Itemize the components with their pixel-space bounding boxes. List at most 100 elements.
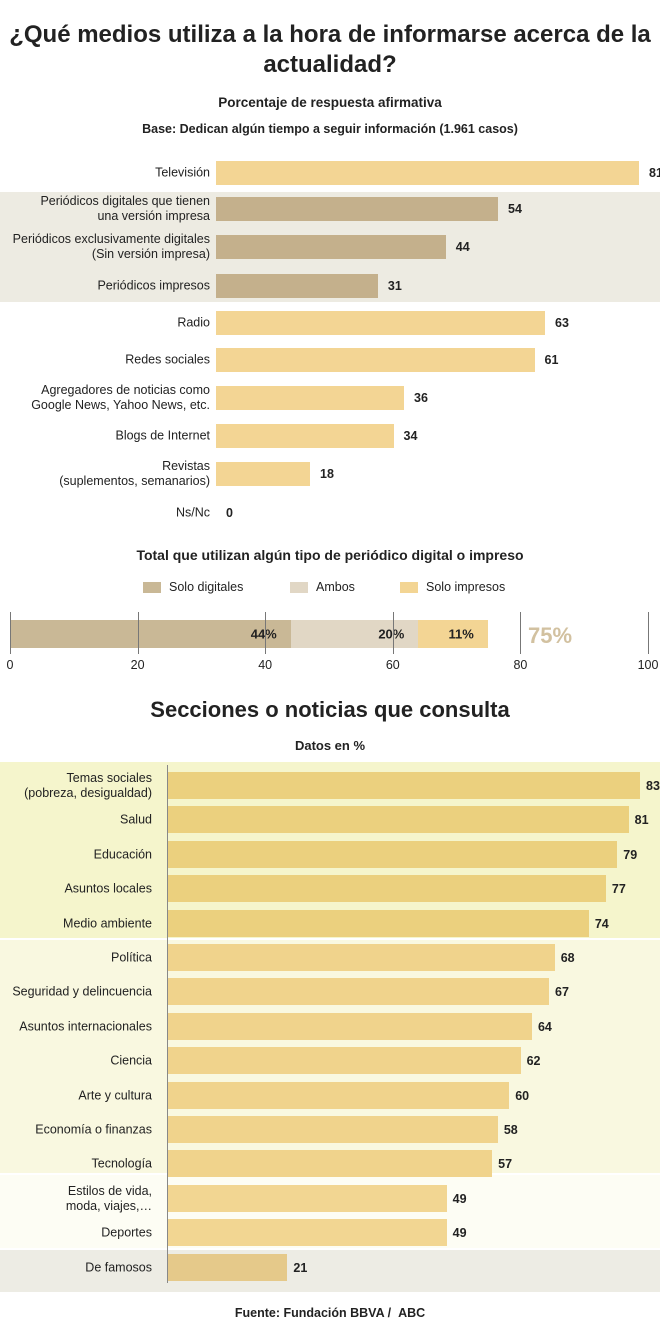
category-label: Deportes (101, 1225, 152, 1240)
bar (168, 978, 549, 1006)
value-label: 21 (293, 1260, 308, 1275)
bar (168, 1081, 510, 1109)
bar (168, 909, 589, 937)
sections-title: Secciones o noticias que consulta (150, 697, 510, 722)
value-label: 18 (320, 467, 334, 481)
value-label: 63 (555, 316, 569, 330)
base-note: Base: Dedican algún tiempo a seguir info… (142, 122, 518, 136)
source-label: Fuente: (234, 1306, 280, 1320)
bar (216, 274, 378, 298)
category-label: Medio ambiente (63, 916, 152, 931)
legend-label: Ambos (316, 580, 355, 594)
stacked-segment (290, 620, 419, 648)
value-label: 68 (560, 951, 575, 965)
tick-label: 60 (385, 658, 400, 672)
value-label: 34 (403, 429, 418, 443)
legend-label: Solo digitales (169, 580, 244, 594)
source: Fundación BBVA / (283, 1306, 392, 1320)
bar (216, 311, 545, 335)
bar (216, 348, 535, 372)
stacked-segment (10, 620, 291, 648)
bar (168, 1047, 521, 1075)
value-label: 77 (611, 882, 626, 897)
value-label: 81 (634, 813, 649, 828)
category-label: Seguridad y delincuencia (12, 984, 152, 999)
bar (168, 840, 618, 868)
bar (216, 235, 446, 259)
main-title: ¿Qué medios utiliza a la hora de informa… (9, 21, 651, 78)
value-label: 79 (623, 847, 638, 862)
category-label: Tecnología (91, 1156, 152, 1171)
category-label: Periódicos digitales que tienen una versi… (40, 194, 210, 223)
category-label: Asuntos internacionales (19, 1019, 152, 1034)
category-label: Política (111, 950, 152, 965)
gridline (648, 612, 649, 654)
category-label: Educación (93, 847, 152, 862)
value-label: 62 (526, 1054, 541, 1069)
category-label: Ciencia (110, 1053, 152, 1068)
value-label: 0 (226, 506, 233, 520)
value-label: 64 (537, 1019, 552, 1034)
category-label: Temas sociales (pobreza, desigualdad) (24, 771, 152, 800)
value-label: 44 (455, 240, 470, 254)
gridline (520, 612, 522, 654)
value-label: 54 (508, 202, 522, 216)
gridline (10, 612, 11, 654)
bar (168, 1184, 447, 1212)
category-label: Radio (177, 315, 210, 330)
bar (216, 386, 404, 410)
category-label: Redes sociales (125, 352, 210, 367)
bar (168, 875, 606, 903)
value-label: 67 (555, 985, 569, 1000)
category-label: Economía o finanzas (35, 1122, 152, 1137)
category-label: Estilos de vida, moda, viajes,… (65, 1183, 152, 1213)
category-label: Televisión (155, 165, 210, 180)
stacked-title: Total que utilizan algún tipo de periódi… (136, 547, 524, 563)
bar (168, 1150, 493, 1178)
value-label: 57 (498, 1157, 513, 1172)
value-label: 81 (649, 166, 660, 180)
legend-item: Ambos (290, 580, 355, 594)
legend-swatch (290, 581, 308, 593)
tick-label: 40 (258, 658, 273, 672)
legend-swatch (400, 581, 418, 593)
bar (168, 806, 629, 834)
tick-label: 20 (130, 658, 145, 672)
category-label: Periódicos impresos (97, 278, 210, 293)
value-label: 49 (452, 1191, 467, 1206)
bar (168, 944, 555, 971)
tick-label: 100 (637, 658, 659, 672)
bar (168, 772, 640, 799)
tick-label: 80 (513, 658, 528, 672)
axis-line (167, 765, 168, 1283)
category-label: Asuntos locales (64, 881, 152, 896)
value-label: 60 (515, 1088, 530, 1103)
category-label: Blogs de Internet (115, 428, 210, 443)
category-label: Ns/Nc (175, 505, 210, 520)
segment-label: 20% (378, 626, 405, 642)
value-label: 49 (452, 1226, 467, 1241)
value-label: 36 (414, 391, 428, 405)
bar (216, 424, 394, 448)
segment-label: 11% (448, 626, 474, 642)
sections-subtitle: Datos en % (294, 738, 366, 753)
value-label: 83 (646, 779, 660, 793)
bar (168, 1116, 498, 1143)
brand: ABC (398, 1306, 426, 1320)
legend-item: Solo digitales (143, 580, 243, 594)
legend-item: Solo impresos (400, 580, 505, 594)
bar (168, 1253, 288, 1281)
category-label: Salud (120, 812, 152, 827)
stacked-segment (418, 620, 489, 648)
subtitle: Porcentaje de respuesta afirmativa (218, 95, 442, 110)
bar (216, 462, 310, 486)
value-label: 74 (594, 916, 609, 931)
category-label: Arte y cultura (78, 1088, 152, 1103)
gridline (137, 612, 139, 654)
group-4-bg (0, 1250, 660, 1292)
bar (168, 1219, 447, 1247)
value-label: 61 (544, 353, 559, 367)
gridline (265, 612, 267, 654)
category-label: Revistas (suplementos, semanarios) (59, 459, 210, 488)
